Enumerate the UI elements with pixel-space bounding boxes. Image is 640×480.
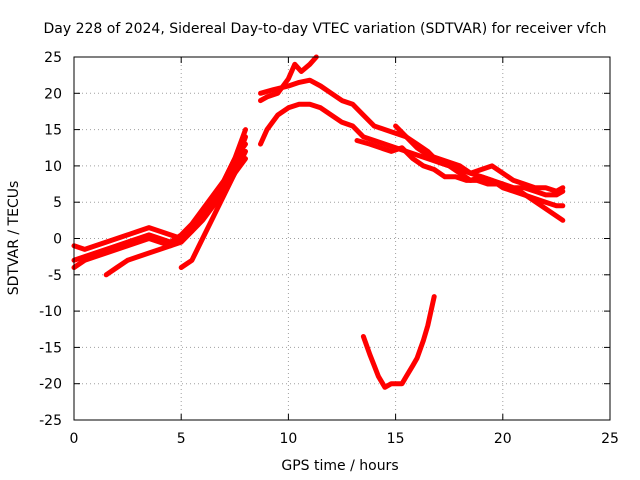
- series-line-s10: [393, 123, 566, 209]
- y-tick-label: 25: [44, 50, 62, 66]
- series-line-s7: [258, 54, 319, 104]
- series-line-s5: [178, 156, 248, 270]
- y-tick-label: -5: [48, 268, 62, 284]
- x-tick-label: 0: [70, 431, 79, 447]
- series-line-s9: [354, 138, 566, 223]
- x-tick-label: 15: [387, 431, 405, 447]
- y-tick-label: 10: [44, 159, 62, 175]
- plot-area: [71, 54, 566, 390]
- y-tick-label: 5: [53, 195, 62, 211]
- y-tick-label: -10: [39, 304, 62, 320]
- x-tick-label: 20: [494, 431, 512, 447]
- series-line-s3: [71, 148, 248, 270]
- axis-ticks: 0 5 10 15 20 25 -25 -20 -15 -10 -5 0 5 10 15 20 25: [39, 50, 619, 447]
- y-tick-label: 15: [44, 123, 62, 139]
- x-tick-label: 10: [279, 431, 297, 447]
- series-line-s8: [258, 77, 566, 194]
- x-tick-label: 5: [177, 431, 186, 447]
- plot-frame: [73, 56, 611, 421]
- y-tick-label: -25: [39, 413, 62, 429]
- y-tick-label: -15: [39, 340, 62, 356]
- x-tick-label: 25: [601, 431, 619, 447]
- chart-title: Day 228 of 2024, Sidereal Day-to-day VTE…: [43, 21, 606, 37]
- y-tick-label: 20: [44, 86, 62, 102]
- series-line-s4: [103, 141, 248, 278]
- series-line-s11: [360, 294, 437, 390]
- x-axis-label: GPS time / hours: [281, 458, 398, 474]
- y-tick-label: -20: [39, 377, 62, 393]
- y-tick-label: 0: [53, 232, 62, 248]
- grid: [74, 57, 610, 420]
- y-axis-label: SDTVAR / TECUs: [6, 181, 22, 296]
